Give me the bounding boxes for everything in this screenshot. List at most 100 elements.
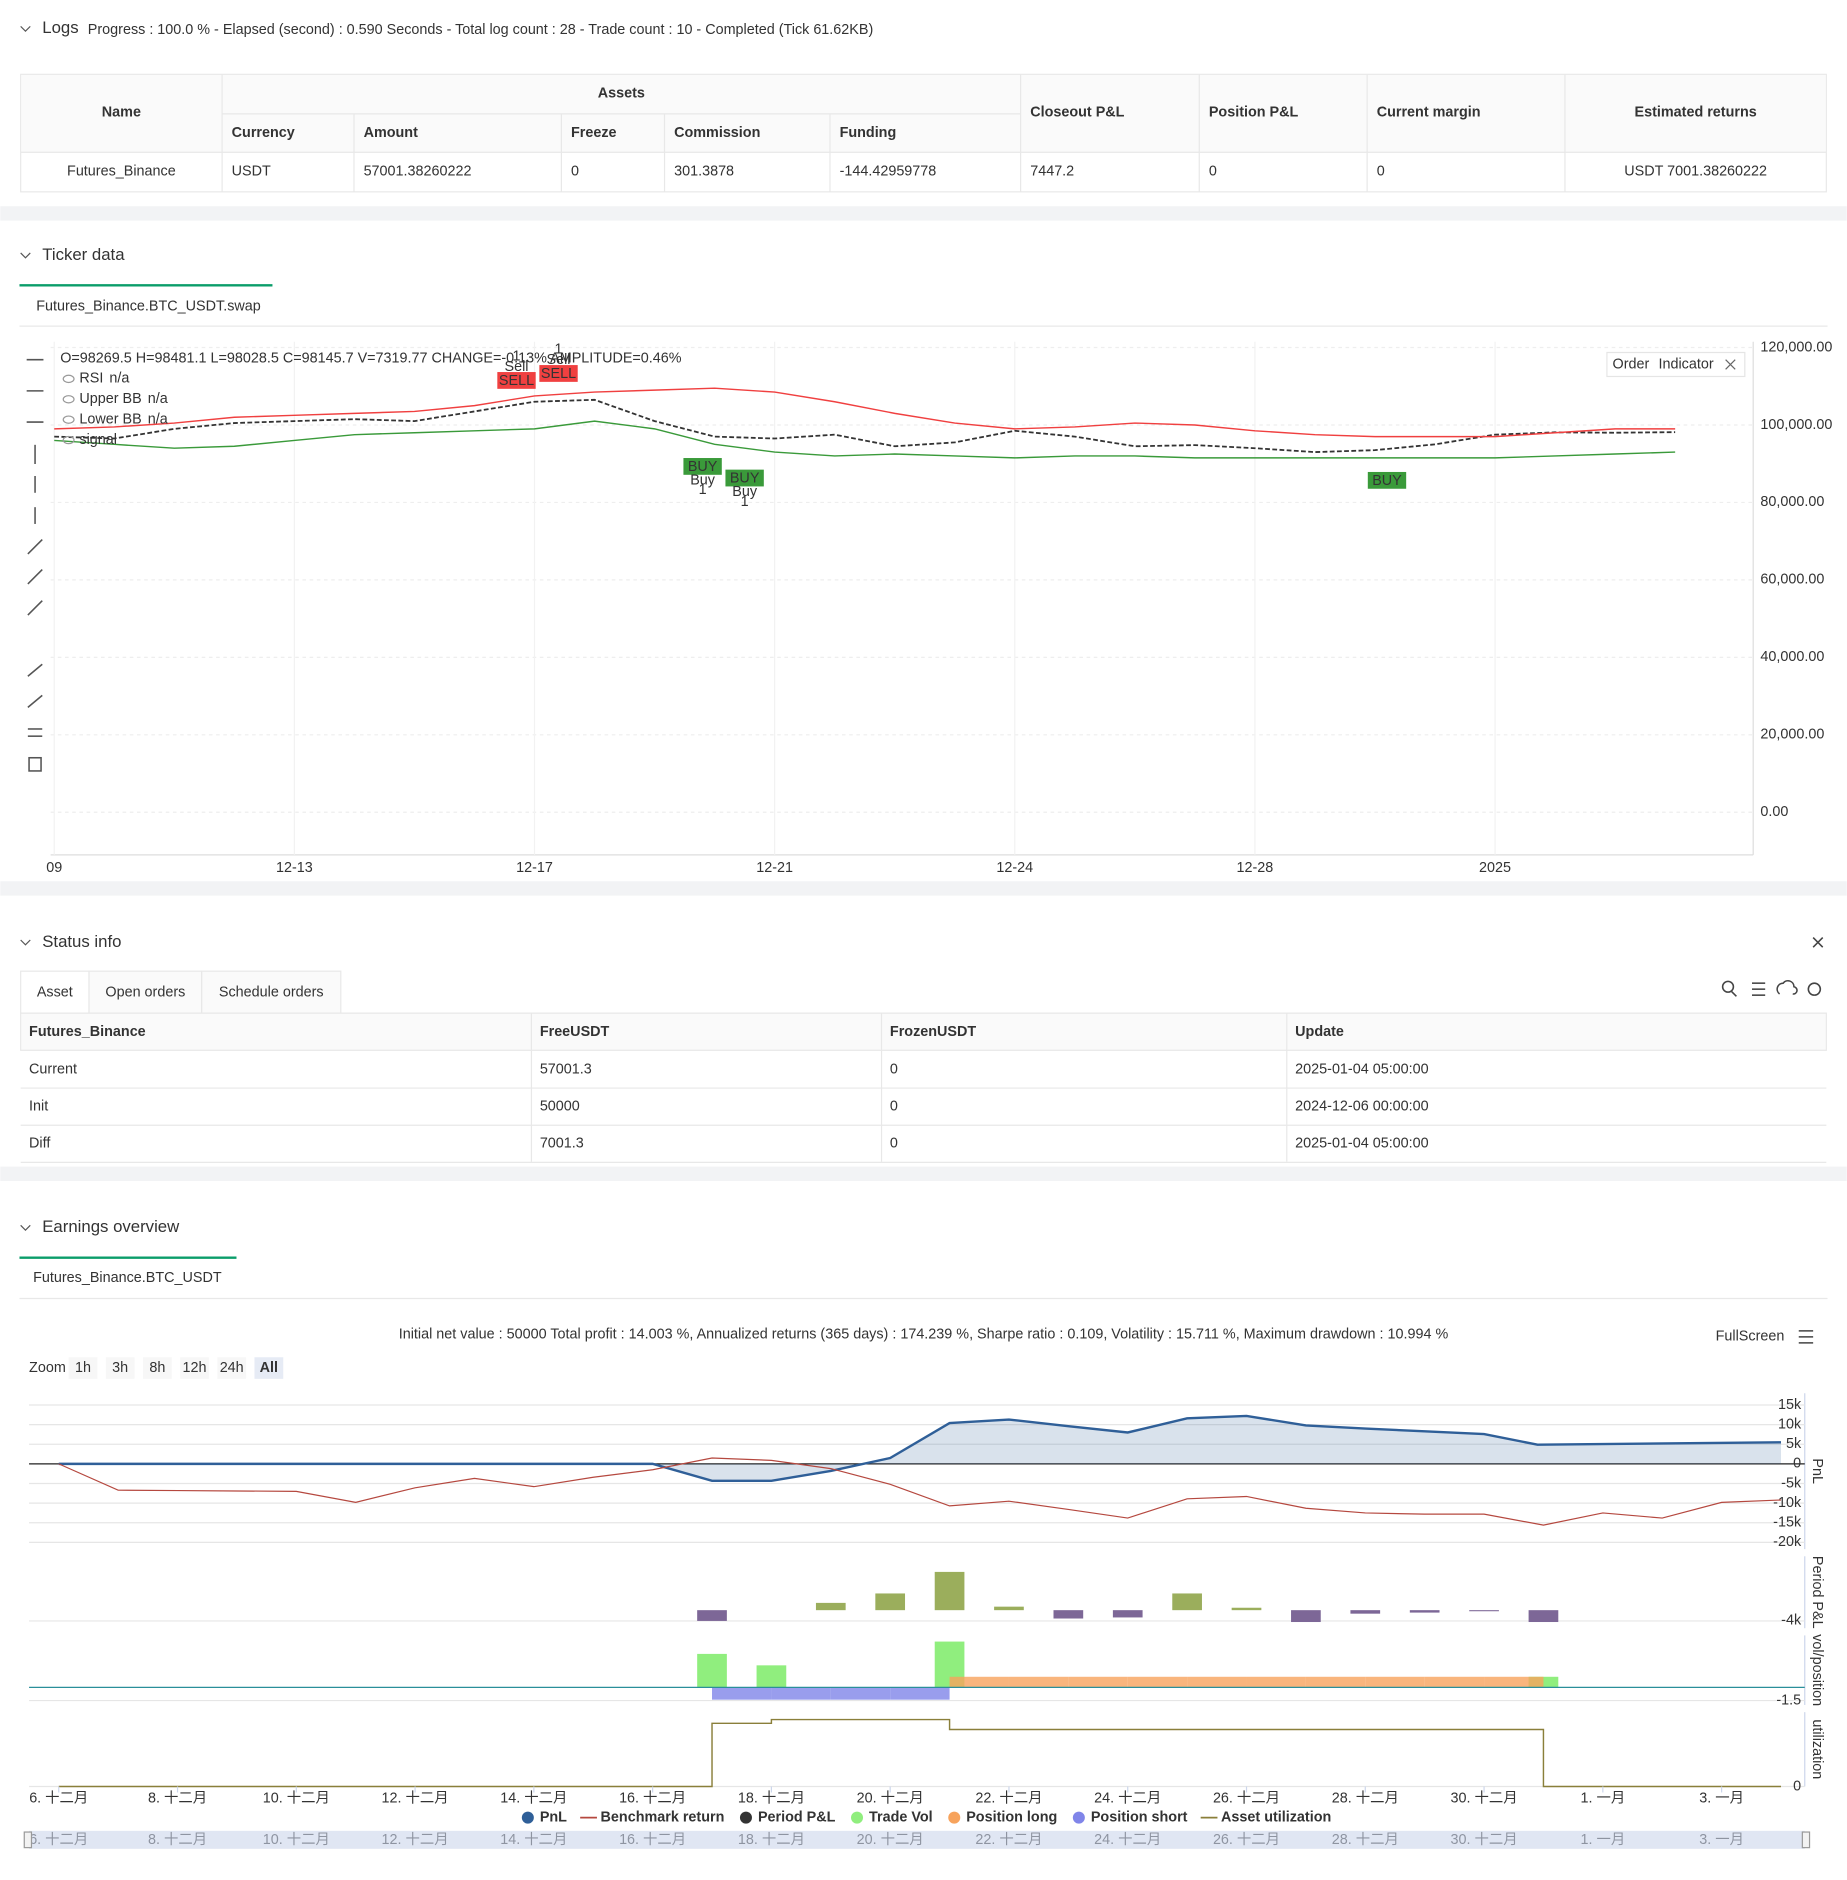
order-button: Order — [1613, 356, 1650, 372]
zoom-button-label[interactable]: 1h — [75, 1360, 91, 1376]
x-tick-label: 2025 — [1479, 860, 1511, 876]
tab: Futures_Binance.BTC_USDT.swap — [36, 299, 261, 315]
table-cell: Current — [29, 1061, 77, 1077]
y-tick-label: 120,000.00 — [1760, 339, 1832, 355]
axis-title: Period P&L — [1809, 1556, 1825, 1629]
indicator-button: Indicator — [1658, 356, 1713, 372]
signal-marker — [725, 469, 764, 487]
zoom-button[interactable] — [142, 1357, 172, 1379]
section-title: Earnings overview — [42, 1217, 180, 1236]
signal-marker — [497, 372, 536, 389]
zoom-button[interactable] — [105, 1357, 135, 1379]
y-tick-label: 15k — [1778, 1397, 1802, 1413]
signal-count: 1 — [513, 348, 521, 364]
signal-count: 1 — [699, 482, 707, 498]
zoom-button-label[interactable]: 12h — [183, 1360, 207, 1376]
table-cell: 0 — [1377, 163, 1385, 179]
bar — [756, 1665, 787, 1688]
bar — [1068, 1676, 1128, 1688]
x-tick-label: 12-17 — [516, 860, 553, 876]
signal-text: Sell — [505, 359, 529, 375]
bar — [1172, 1593, 1202, 1611]
section-gap — [0, 1166, 1847, 1181]
bar — [697, 1610, 727, 1621]
signal-count: 1 — [741, 494, 749, 510]
y-tick-label: -5k — [1781, 1475, 1802, 1491]
zoom-button[interactable] — [217, 1357, 247, 1379]
zoom-button[interactable] — [254, 1357, 284, 1379]
navigator-handle — [23, 1831, 33, 1849]
legend-symbol — [948, 1811, 961, 1824]
legend-symbol — [521, 1811, 534, 1824]
table-cell: USDT 7001.38260222 — [1624, 163, 1767, 179]
fullscreen-button[interactable]: FullScreen — [1716, 1329, 1785, 1345]
eye-icon — [62, 374, 75, 384]
zoom-button[interactable] — [68, 1357, 98, 1379]
bar — [1484, 1676, 1544, 1688]
y-tick-label: 40,000.00 — [1760, 649, 1824, 665]
legend-entry[interactable]: Position short — [1091, 1809, 1188, 1825]
table-cell: Init — [29, 1098, 48, 1114]
bar — [949, 1676, 1009, 1688]
indicator-name: Upper BB — [79, 391, 141, 407]
legend-entry[interactable]: Trade Vol — [869, 1809, 933, 1825]
tab: Open orders — [105, 985, 185, 1001]
bar — [1231, 1607, 1262, 1611]
bar — [1350, 1610, 1381, 1614]
indicator-name: Lower BB — [79, 411, 141, 427]
bar — [712, 1687, 772, 1700]
zoom-button-label[interactable]: 3h — [112, 1360, 128, 1376]
legend-symbol — [1072, 1811, 1085, 1824]
y-tick-label: -1.5 — [1776, 1692, 1801, 1708]
y-tick-label: 80,000.00 — [1760, 494, 1824, 510]
signal-marker — [1367, 471, 1407, 489]
indicator-value: n/a — [109, 371, 129, 387]
bar — [1528, 1610, 1559, 1623]
bar — [1053, 1610, 1084, 1619]
legend-entry[interactable]: Position long — [966, 1809, 1057, 1825]
x-tick-label: 12-28 — [1237, 860, 1274, 876]
zoom-button-label[interactable]: 8h — [149, 1360, 165, 1376]
y-tick-label: -20k — [1773, 1534, 1802, 1550]
legend-entry[interactable]: PnL — [540, 1809, 567, 1825]
legend-entry[interactable]: Benchmark return — [601, 1809, 725, 1825]
indicator-value: n/a — [148, 411, 168, 427]
zoom-button[interactable] — [180, 1357, 209, 1379]
table-cell: Futures_Binance — [67, 163, 176, 179]
signal-label: BUY — [1372, 473, 1402, 489]
table-cell: 7447.2 — [1030, 163, 1074, 179]
table-header: Freeze — [571, 125, 617, 141]
pnl-area — [58, 1415, 1781, 1481]
signal-count: 1 — [555, 341, 563, 357]
legend-entry[interactable]: Period P&L — [758, 1809, 836, 1825]
zoom-button-label[interactable]: 24h — [220, 1360, 244, 1376]
collapse-icon — [20, 1224, 31, 1232]
table-header: Estimated returns — [1635, 105, 1757, 121]
legend-symbol — [739, 1811, 752, 1824]
legend-entry[interactable]: Asset utilization — [1221, 1809, 1331, 1825]
signal-marker — [539, 365, 578, 382]
fullscreen-icon — [1725, 359, 1736, 370]
signal-label: BUY — [730, 470, 760, 486]
y-tick-label: 10k — [1778, 1416, 1802, 1432]
y-tick-label: 60,000.00 — [1760, 572, 1824, 588]
table-header: Futures_Binance — [29, 1024, 146, 1040]
indicator-value: n/a — [148, 391, 168, 407]
y-tick-label: -15k — [1773, 1515, 1802, 1531]
bar — [1469, 1610, 1499, 1612]
table-header: Funding — [840, 125, 897, 141]
tab-box — [88, 970, 203, 1014]
x-tick-label: 3. 一月 — [1699, 1790, 1744, 1806]
table-cell: 50000 — [540, 1098, 580, 1114]
x-tick-label: 24. 十二月 — [1094, 1789, 1161, 1806]
table-cell: 2025-01-04 05:00:00 — [1295, 1061, 1428, 1077]
signal-text: Buy — [732, 484, 758, 500]
price-line — [54, 398, 1676, 453]
bar — [890, 1687, 950, 1700]
bar — [1305, 1676, 1366, 1688]
legend-symbol — [851, 1811, 864, 1824]
table-header: FreeUSDT — [540, 1024, 610, 1040]
signal-text: Sell — [547, 352, 571, 368]
bar — [1246, 1676, 1306, 1688]
zoom-button-label[interactable]: All — [260, 1360, 278, 1376]
